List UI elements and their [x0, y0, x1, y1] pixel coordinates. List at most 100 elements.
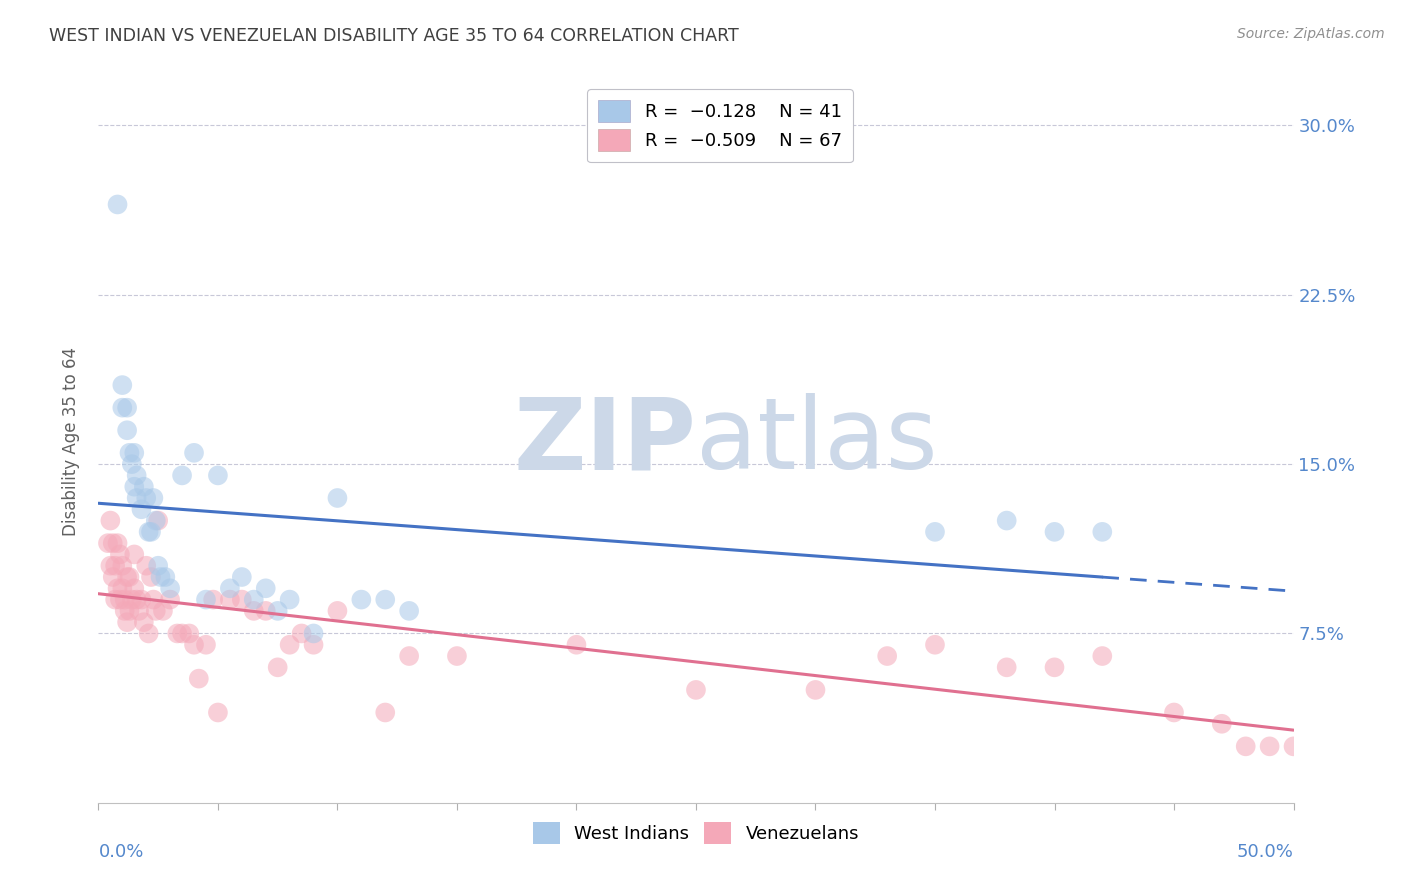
Point [121, 457, 143, 471]
Text: WEST INDIAN VS VENEZUELAN DISABILITY AGE 35 TO 64 CORRELATION CHART: WEST INDIAN VS VENEZUELAN DISABILITY AGE… [49, 27, 740, 45]
Point [107, 582, 129, 596]
Point [1043, 524, 1066, 539]
Point [685, 682, 707, 697]
Point [243, 604, 266, 618]
Point [97, 536, 120, 550]
Point [107, 197, 129, 211]
Point [195, 638, 218, 652]
Point [1211, 716, 1233, 731]
Point [179, 626, 201, 640]
Point [124, 446, 146, 460]
Point [108, 548, 131, 562]
Text: 50.0%: 50.0% [1237, 843, 1294, 861]
Point [101, 536, 124, 550]
Point [138, 524, 160, 539]
Point [115, 423, 138, 437]
Point [924, 524, 946, 539]
Point [804, 682, 827, 697]
Text: ZIP: ZIP [513, 393, 696, 490]
Point [114, 592, 136, 607]
Point [267, 660, 290, 674]
Point [115, 401, 138, 415]
Point [207, 468, 229, 483]
Point [207, 706, 229, 720]
Point [132, 615, 155, 630]
Point [118, 604, 141, 618]
Point [231, 592, 253, 607]
Point [1234, 739, 1257, 754]
Text: Source: ZipAtlas.com: Source: ZipAtlas.com [1237, 27, 1385, 41]
Point [172, 468, 194, 483]
Point [142, 592, 165, 607]
Point [326, 604, 349, 618]
Point [125, 491, 148, 505]
Point [125, 592, 148, 607]
Point [135, 491, 157, 505]
Point [135, 558, 157, 573]
Point [159, 592, 181, 607]
Point [565, 638, 588, 652]
Point [243, 592, 266, 607]
Point [876, 648, 898, 663]
Point [374, 706, 396, 720]
Point [1043, 660, 1066, 674]
Point [183, 446, 205, 460]
Point [111, 582, 134, 596]
Point [202, 592, 225, 607]
Point [995, 660, 1018, 674]
Point [166, 626, 188, 640]
Point [398, 648, 420, 663]
Point [145, 514, 167, 528]
Point [172, 626, 194, 640]
Point [131, 592, 153, 607]
Point [114, 604, 136, 618]
Point [124, 548, 146, 562]
Point [124, 480, 146, 494]
Point [267, 604, 290, 618]
Point [152, 604, 174, 618]
Point [302, 626, 325, 640]
Point [995, 514, 1018, 528]
Point [104, 558, 127, 573]
Point [107, 536, 129, 550]
Point [1282, 739, 1305, 754]
Legend: West Indians, Venezuelans: West Indians, Venezuelans [526, 815, 866, 852]
Point [231, 570, 253, 584]
Point [149, 570, 172, 584]
Point [111, 401, 134, 415]
Point [148, 558, 170, 573]
Point [254, 604, 277, 618]
Point [326, 491, 349, 505]
Point [121, 592, 143, 607]
Point [115, 570, 138, 584]
Point [291, 626, 314, 640]
Point [138, 626, 160, 640]
Point [195, 592, 218, 607]
Point [104, 592, 127, 607]
Point [219, 582, 242, 596]
Point [128, 604, 150, 618]
Point [398, 604, 420, 618]
Point [278, 592, 301, 607]
Point [1258, 739, 1281, 754]
Point [446, 648, 468, 663]
Point [924, 638, 946, 652]
Y-axis label: Disability Age 35 to 64: Disability Age 35 to 64 [62, 347, 80, 536]
Point [145, 604, 167, 618]
Point [124, 582, 146, 596]
Text: atlas: atlas [696, 393, 938, 490]
Point [118, 570, 141, 584]
Point [131, 502, 153, 516]
Point [187, 672, 209, 686]
Point [254, 582, 277, 596]
Point [1163, 706, 1185, 720]
Point [1091, 648, 1114, 663]
Point [278, 638, 301, 652]
Point [132, 480, 155, 494]
Point [219, 592, 242, 607]
Point [183, 638, 205, 652]
Point [159, 582, 181, 596]
Point [115, 615, 138, 630]
Point [111, 378, 134, 392]
Point [98, 514, 122, 528]
